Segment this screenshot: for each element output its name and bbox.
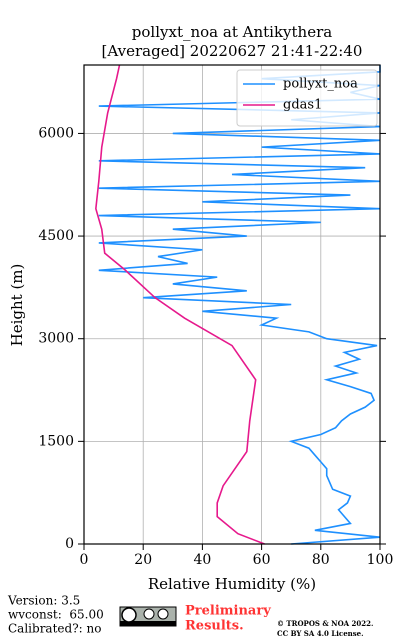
plot-background [84, 65, 380, 544]
y-tick-label: 3000 [38, 331, 74, 347]
plot-frame [83, 64, 381, 545]
version: Version: 3.5 [7, 594, 80, 608]
x-tick-label: 100 [367, 552, 394, 568]
x-tick-label: 0 [80, 552, 89, 568]
y-tick-label: 1500 [38, 433, 74, 449]
x-axis-label: Relative Humidity (%) [148, 575, 316, 593]
x-tick-label: 80 [312, 552, 330, 568]
y-tick-label: 4500 [38, 228, 74, 244]
preliminary: Results. [185, 619, 244, 634]
y-tick-label: 0 [65, 536, 74, 552]
license: CC BY SA 4.0 License. [277, 629, 364, 638]
wvconst: wvconst: 65.00 [8, 608, 104, 622]
legend-label: gdas1 [283, 98, 322, 113]
x-tick-label: 40 [193, 552, 211, 568]
license: © TROPOS & NOA 2022. [277, 619, 373, 628]
cc-badge [119, 606, 177, 627]
y-tick-label: 6000 [38, 125, 74, 141]
x-tick-label: 60 [253, 552, 271, 568]
x-tick-label: 20 [134, 552, 152, 568]
calibrated: Calibrated?: no [8, 622, 101, 636]
preliminary: Preliminary [185, 604, 271, 619]
chart-subtitle: [Averaged] 20220627 21:41-22:40 [102, 42, 363, 60]
data-line [95, 64, 265, 545]
chart-title: pollyxt_noa at Antikythera [132, 23, 332, 41]
legend-label: pollyxt_noa [283, 77, 358, 92]
y-axis-label: Height (m) [8, 264, 26, 347]
data-line [98, 65, 381, 545]
